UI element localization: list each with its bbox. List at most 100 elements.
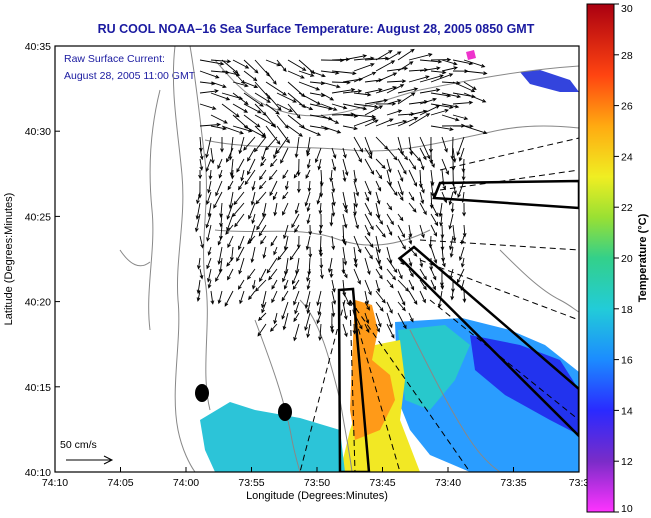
current-vector xyxy=(206,268,212,283)
current-vector xyxy=(265,103,280,115)
current-vector xyxy=(397,92,416,105)
current-vector xyxy=(283,224,289,240)
current-vector xyxy=(309,70,326,78)
current-vector xyxy=(259,268,267,283)
current-vector xyxy=(261,301,267,314)
current-vector xyxy=(298,70,315,77)
current-vector xyxy=(329,169,334,183)
current-vector xyxy=(408,75,430,83)
colorbar-tick-label: 24 xyxy=(621,151,633,163)
current-vector xyxy=(463,81,477,91)
current-vector xyxy=(319,268,324,280)
current-vector xyxy=(238,136,245,155)
current-vector xyxy=(397,268,403,280)
current-vector xyxy=(317,158,322,171)
current-vector xyxy=(430,279,436,291)
current-vector xyxy=(254,81,271,100)
current-vector xyxy=(364,323,370,334)
current-vector xyxy=(256,213,267,231)
current-vector xyxy=(294,202,300,215)
current-vector xyxy=(265,59,282,67)
surface-current-vectors xyxy=(194,48,488,342)
current-vector xyxy=(408,312,414,323)
sst-patch-coastal-warm-core xyxy=(350,300,395,440)
current-vector xyxy=(238,180,245,191)
current-vector xyxy=(227,268,234,281)
current-vector xyxy=(397,61,414,72)
current-vector xyxy=(397,87,419,94)
current-vector xyxy=(308,224,313,236)
scale-arrow-label: 50 cm/s xyxy=(60,439,97,451)
current-vector xyxy=(419,97,438,105)
current-vector xyxy=(419,268,427,281)
current-vector xyxy=(208,169,213,181)
current-vector xyxy=(243,70,258,82)
current-vector xyxy=(226,202,234,220)
y-axis-label: Latitude (Degrees:Minutes) xyxy=(3,193,15,326)
current-vector xyxy=(291,213,300,229)
current-vector xyxy=(207,202,212,218)
current-vector xyxy=(260,158,267,167)
current-vector xyxy=(226,213,234,232)
current-vector xyxy=(232,103,249,113)
current-vector xyxy=(306,202,311,213)
current-vector xyxy=(342,213,348,229)
current-vector xyxy=(452,92,476,99)
current-vector xyxy=(207,180,212,194)
current-vector xyxy=(258,180,267,190)
colorbar-tick-label: 12 xyxy=(621,456,633,468)
current-vector xyxy=(237,279,245,290)
current-vector xyxy=(293,169,300,179)
current-vector xyxy=(375,191,381,205)
current-vector xyxy=(460,279,465,291)
current-vector xyxy=(283,257,289,276)
sst-patch-ne-corner xyxy=(520,70,579,92)
current-vector xyxy=(199,147,204,161)
current-vector xyxy=(246,268,256,280)
current-vector xyxy=(226,257,234,267)
current-vector xyxy=(419,224,425,239)
current-vector xyxy=(239,290,245,305)
x-tick-label: 73:40 xyxy=(435,477,461,489)
current-vector xyxy=(217,290,223,305)
current-vector xyxy=(386,99,402,105)
current-vector xyxy=(353,268,361,285)
current-vector xyxy=(293,323,300,342)
current-vector xyxy=(221,103,240,118)
current-vector xyxy=(408,257,413,267)
current-vector xyxy=(364,56,390,61)
current-vector xyxy=(194,213,201,233)
current-vector xyxy=(441,59,458,66)
colorbar xyxy=(586,3,615,513)
current-vector xyxy=(217,246,223,266)
current-vector xyxy=(276,103,293,112)
current-vector xyxy=(293,312,300,323)
current-vector xyxy=(283,279,289,290)
current-vector xyxy=(353,301,357,313)
current-vector xyxy=(257,323,267,337)
current-vector xyxy=(353,213,359,230)
current-vector xyxy=(419,88,441,94)
current-vector xyxy=(294,224,300,233)
current-vector xyxy=(441,92,462,99)
current-vector xyxy=(364,136,373,156)
current-vector xyxy=(452,81,476,93)
current-vector xyxy=(386,84,405,94)
y-tick-label: 40:30 xyxy=(25,126,51,138)
current-vector xyxy=(441,66,459,72)
current-vector xyxy=(232,125,253,133)
current-vector xyxy=(419,136,431,160)
current-vector xyxy=(210,114,228,124)
current-vector xyxy=(364,312,370,325)
current-vector xyxy=(364,235,374,248)
current-vector xyxy=(205,136,212,159)
current-vector xyxy=(430,224,437,237)
current-vector xyxy=(440,224,445,239)
current-vector xyxy=(275,136,289,155)
current-vector xyxy=(276,125,291,144)
current-vector xyxy=(293,290,300,306)
colorbar-tick-label: 18 xyxy=(621,304,633,316)
current-vector xyxy=(220,137,224,153)
current-vector xyxy=(457,268,465,284)
current-vector xyxy=(375,60,396,72)
